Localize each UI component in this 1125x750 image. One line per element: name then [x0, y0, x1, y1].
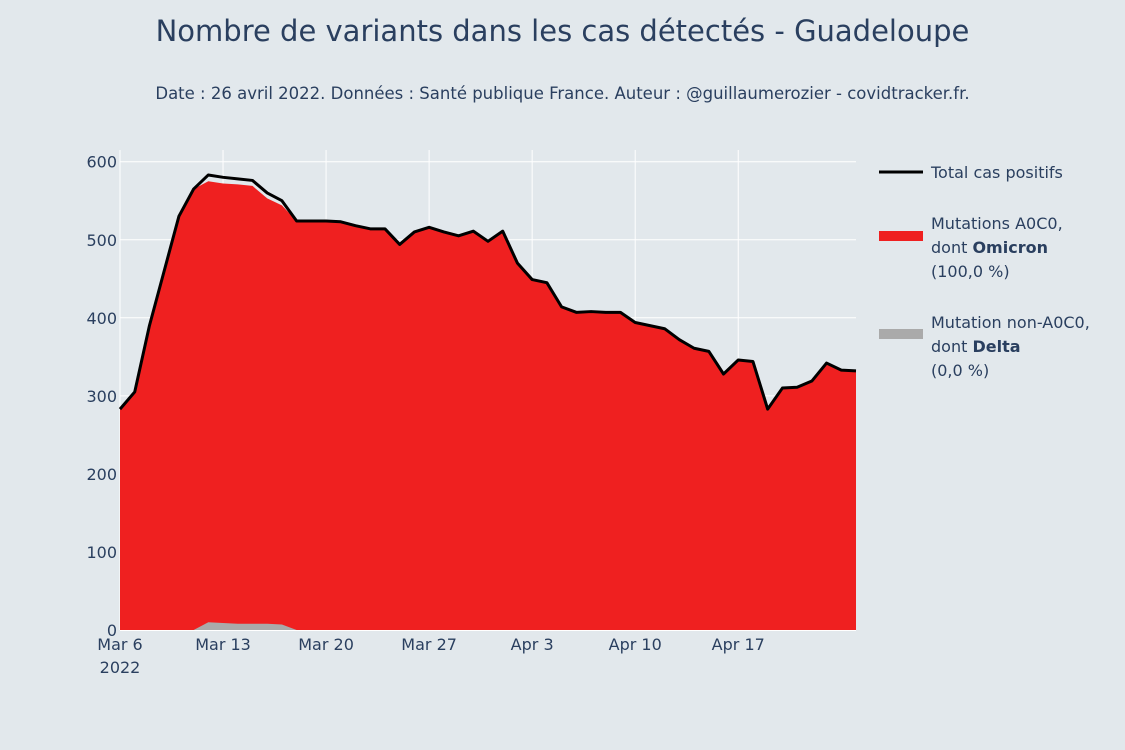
x-tick-label: Apr 3 [511, 635, 554, 654]
legend-label-part: Total cas positifs [930, 163, 1063, 182]
chart-title: Nombre de variants dans les cas détectés… [155, 14, 970, 48]
legend-label: Total cas positifs [930, 163, 1063, 182]
legend-label: (100,0 %) [931, 262, 1010, 281]
legend-label-part: dont [931, 238, 972, 257]
x-tick-label: Mar 27 [401, 635, 457, 654]
legend-label: Mutation non-A0C0, [931, 313, 1090, 332]
y-tick-label: 200 [86, 465, 117, 484]
legend-label-part: Omicron [972, 238, 1048, 257]
legend-label-part: Delta [972, 337, 1020, 356]
legend-label: dont Omicron [931, 238, 1048, 257]
area-layer [120, 181, 856, 630]
x-tick-sublabel: 2022 [100, 658, 141, 677]
legend-label-part: (0,0 %) [931, 361, 989, 380]
legend-swatch [879, 231, 923, 241]
y-tick-label: 100 [86, 543, 117, 562]
x-tick-label: Apr 17 [712, 635, 765, 654]
legend-label-part: (100,0 %) [931, 262, 1010, 281]
legend-item-omicron: Mutations A0C0, dont Omicron (100,0 %) [879, 214, 1063, 281]
y-tick-label: 500 [86, 231, 117, 250]
axes: 0 100 200 300 400 500 600 Mar 6 2022 Mar 13 Mar 20… [86, 153, 764, 677]
y-tick-label: 0 [107, 621, 117, 640]
legend-label: (0,0 %) [931, 361, 989, 380]
legend-label: dont Delta [931, 337, 1021, 356]
non-a0c0-area [120, 622, 856, 630]
y-tick-label: 600 [86, 153, 117, 172]
legend-label-part: Mutation non-A0C0, [931, 313, 1090, 332]
legend-label-part: dont [931, 337, 972, 356]
total-line [118, 173, 857, 411]
y-tick-label: 400 [86, 309, 117, 328]
y-tick-label: 300 [86, 387, 117, 406]
x-tick-label: Mar 20 [298, 635, 354, 654]
legend-label: Mutations A0C0, [931, 214, 1063, 233]
legend-swatch [879, 329, 923, 339]
x-tick-label: Mar 13 [195, 635, 251, 654]
legend-item-non_a0c0: Mutation non-A0C0, dont Delta (0,0 %) [879, 313, 1090, 380]
legend: Total cas positifs Mutations A0C0, dont Om… [879, 163, 1090, 380]
omicron-area [120, 181, 856, 630]
line-layer [118, 173, 857, 411]
x-tick-label: Apr 10 [609, 635, 662, 654]
legend-label-part: Mutations A0C0, [931, 214, 1063, 233]
legend-item-total: Total cas positifs [879, 163, 1063, 182]
x-tick-label: Mar 6 [97, 635, 142, 654]
chart-subtitle: Date : 26 avril 2022. Données : Santé pu… [155, 84, 970, 103]
